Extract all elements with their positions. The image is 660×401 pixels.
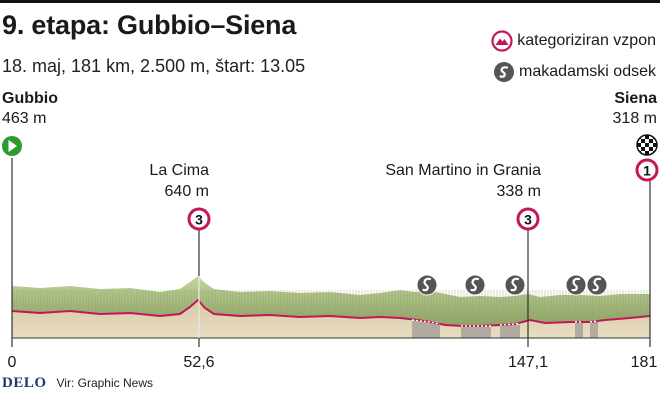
flag-square <box>653 139 657 143</box>
start-altitude: 463 m <box>2 110 47 127</box>
play-icon <box>8 140 17 152</box>
flag-square <box>645 143 649 147</box>
km-climb-1: 52,6 <box>183 354 214 371</box>
gravel-icon <box>416 274 438 296</box>
flag-square <box>645 139 649 143</box>
legend-climb: kategoriziran vzpon <box>491 30 656 52</box>
climb-2-name: San Martino in Grania <box>385 162 541 179</box>
gravel-icon <box>464 274 486 296</box>
flag-square <box>649 151 653 155</box>
flag-square <box>649 143 653 147</box>
gravel-legend-icon <box>494 62 515 82</box>
start-town: Gubbio <box>2 90 58 107</box>
flag-square <box>641 151 645 155</box>
start-marker <box>2 136 22 156</box>
climb-1-altitude: 640 m <box>164 183 209 200</box>
gravel-icon <box>586 274 608 296</box>
finish-category: 1 <box>643 163 651 179</box>
gravel-icon <box>565 274 587 296</box>
flag-square <box>645 147 649 151</box>
gravel-icon <box>504 274 526 296</box>
finish-town: Siena <box>614 90 657 107</box>
flag-square <box>649 147 653 151</box>
flag-square <box>637 147 641 151</box>
flag-square <box>653 147 657 151</box>
top-rule <box>0 0 660 3</box>
legend-gravel-label: makadamski odsek <box>519 63 656 80</box>
climb-2-altitude: 338 m <box>496 183 541 200</box>
source-credit: Vir: Graphic News <box>56 376 153 390</box>
legend-gravel: makadamski odsek <box>493 61 656 83</box>
km-start: 0 <box>8 354 17 371</box>
stage-info: 18. maj, 181 km, 2.500 m, štart: 13.05 <box>2 56 306 76</box>
finish-category-marker: 1 <box>635 158 659 182</box>
gravel-icons <box>416 274 608 296</box>
climb-1-name: La Cima <box>149 162 209 179</box>
flag-square <box>641 139 645 143</box>
flag-square <box>645 135 649 139</box>
gravel-sectors <box>412 321 598 338</box>
flag-square <box>641 135 645 139</box>
road-line <box>11 298 651 327</box>
flag-square <box>641 147 645 151</box>
climb-1-marker: 3 <box>187 207 211 231</box>
legend-climb-label: kategoriziran vzpon <box>517 32 656 49</box>
flag-square <box>645 151 649 155</box>
flag-square <box>649 139 653 143</box>
finish-altitude: 318 m <box>612 110 657 127</box>
climb-1-category: 3 <box>195 212 203 228</box>
flag-square <box>653 143 657 147</box>
km-finish: 181 <box>631 354 658 371</box>
page-title: 9. etapa: Gubbio–Siena <box>2 10 297 40</box>
terrain-ridges <box>13 290 648 318</box>
flag-square <box>637 139 641 143</box>
km-climb-2: 147,1 <box>508 354 548 371</box>
flag-square <box>641 143 645 147</box>
flag-square <box>637 143 641 147</box>
footer: DELO Vir: Graphic News <box>2 375 153 392</box>
climb-legend-icon <box>491 30 513 52</box>
finish-flag-icon <box>636 134 658 156</box>
climb-2-marker: 3 <box>516 207 540 231</box>
brand-logo: DELO <box>2 375 47 391</box>
flag-square <box>649 135 653 139</box>
climb-2-category: 3 <box>524 212 532 228</box>
terrain-surface <box>12 276 650 326</box>
